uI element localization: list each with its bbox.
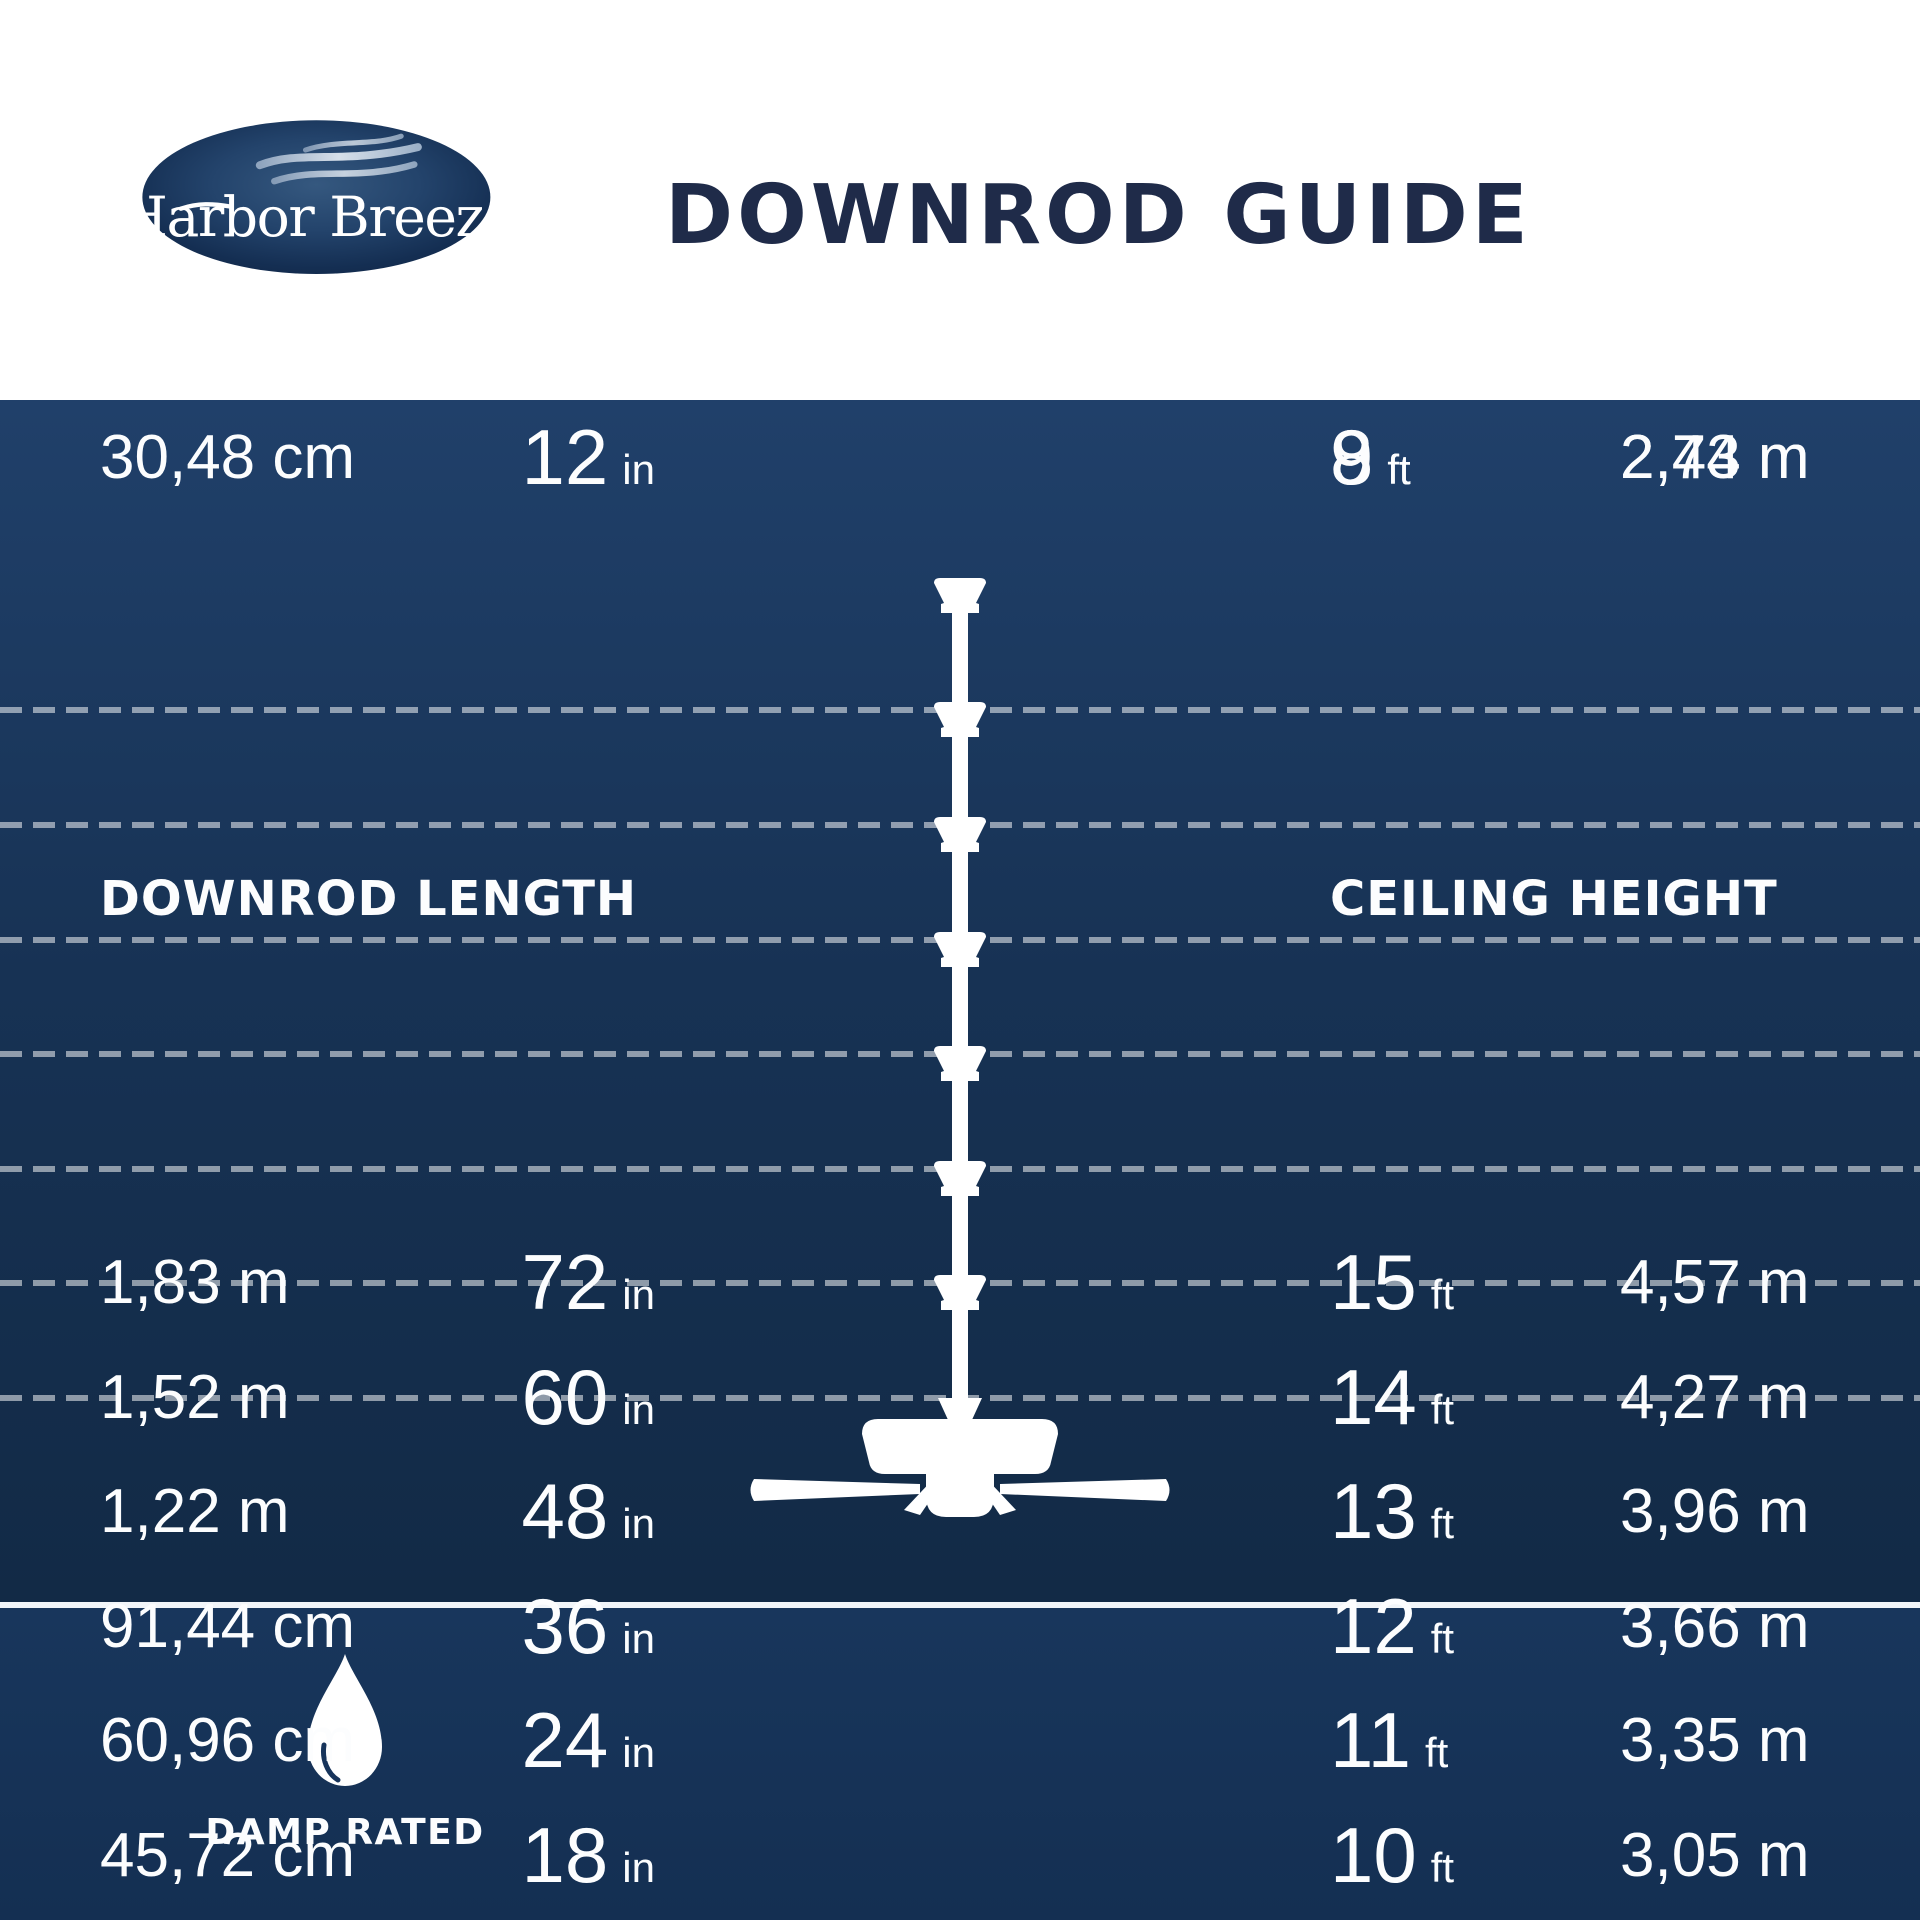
metric-value: 60,96 cm xyxy=(100,1706,356,1775)
meters-value: 4,57 m xyxy=(1620,1248,1810,1317)
feet-value: 12 xyxy=(1330,1582,1417,1670)
table-row: 45,72 cm 18 in 10 ft 3,05 m xyxy=(0,1798,1920,1913)
registered-mark: ® xyxy=(479,236,494,252)
meters-value: 4,27 m xyxy=(1620,1363,1810,1432)
feet-unit: ft xyxy=(1430,1500,1455,1547)
inches-value: 36 xyxy=(521,1582,609,1670)
metric-value: 91,44 cm xyxy=(100,1592,356,1661)
metric-value: 1,52 m xyxy=(100,1363,290,1432)
wave-icon xyxy=(255,133,422,185)
page-title: DOWNROD GUIDE xyxy=(665,168,1532,263)
meters-value: 3,66 m xyxy=(1620,1592,1810,1661)
feet-value: 10 xyxy=(1330,1811,1417,1899)
metric-value: 1,22 m xyxy=(100,1477,290,1546)
brand-name: Harbor Breeze xyxy=(120,185,514,249)
table-row: 91,44 cm 36 in 12 ft 3,66 m xyxy=(0,1569,1920,1684)
logo-swash xyxy=(178,202,233,211)
feet-unit: ft xyxy=(1387,446,1411,493)
inches-unit: in xyxy=(622,1386,655,1433)
feet-unit: ft xyxy=(1430,1271,1455,1318)
feet-unit: ft xyxy=(1430,1386,1455,1433)
feet-value: 9 xyxy=(1330,413,1374,501)
table-row: 60,96 cm 24 in 11 ft 3,35 m xyxy=(0,1683,1920,1798)
metric-value: 30,48 cm xyxy=(100,423,356,492)
inches-value: 12 xyxy=(521,413,609,501)
inches-unit: in xyxy=(622,1271,655,1318)
table-row: 1,83 m 72 in 15 ft 4,57 m xyxy=(0,1225,1920,1340)
ceiling-height-header: CEILING HEIGHT xyxy=(1330,871,1778,927)
inches-value: 24 xyxy=(521,1696,609,1784)
meters-value: 2,43 m xyxy=(1620,423,1810,492)
downrod-length-header: DOWNROD LENGTH xyxy=(100,871,638,927)
inches-unit: in xyxy=(622,1615,655,1662)
guide-table: DOWNROD LENGTH CEILING HEIGHT 1,83 m 72 i… xyxy=(0,400,1920,1899)
feet-unit: ft xyxy=(1430,1615,1455,1662)
table-row: 1,22 m 48 in 13 ft 3,96 m xyxy=(0,1454,1920,1569)
feet-value: 13 xyxy=(1330,1467,1417,1555)
table-row: 30,48 cm 12 in 9 ft 2,74 m xyxy=(0,400,1920,515)
harbor-breeze-logo: Harbor Breeze ® xyxy=(120,120,516,274)
water-drop-icon xyxy=(308,1654,382,1786)
inches-value: 18 xyxy=(521,1811,609,1899)
feet-value: 11 xyxy=(1330,1696,1411,1784)
meters-value: 3,96 m xyxy=(1620,1477,1810,1546)
meters-value: 2,74 m xyxy=(1620,423,1810,492)
inches-value: 48 xyxy=(521,1467,609,1555)
inches-unit: in xyxy=(622,446,655,493)
inches-unit: in xyxy=(622,1500,655,1547)
feet-unit: ft xyxy=(1430,1844,1455,1891)
feet-value: 14 xyxy=(1330,1353,1417,1441)
feet-value: 8 xyxy=(1330,413,1374,501)
meters-value: 3,05 m xyxy=(1620,1821,1810,1890)
feet-unit: ft xyxy=(1424,1729,1449,1776)
inches-value: 72 xyxy=(521,1238,609,1326)
metric-value: 45,72 cm xyxy=(100,1821,356,1890)
feet-unit: ft xyxy=(1387,446,1411,493)
inches-unit: in xyxy=(622,1844,655,1891)
metric-value: 1,83 m xyxy=(100,1248,290,1317)
page-header: Harbor Breeze ® DOWNROD GUIDE xyxy=(0,0,1920,400)
damp-rated-label: DAMP RATED xyxy=(205,1812,485,1853)
meters-value: 3,35 m xyxy=(1620,1706,1810,1775)
logo-ellipse xyxy=(142,120,491,274)
table-row: 1,52 m 60 in 14 ft 4,27 m xyxy=(0,1340,1920,1455)
feet-value: 15 xyxy=(1330,1238,1417,1326)
inches-value: 60 xyxy=(521,1353,609,1441)
table-row: 8 ft 2,43 m xyxy=(0,400,1920,515)
inches-unit: in xyxy=(622,1729,655,1776)
